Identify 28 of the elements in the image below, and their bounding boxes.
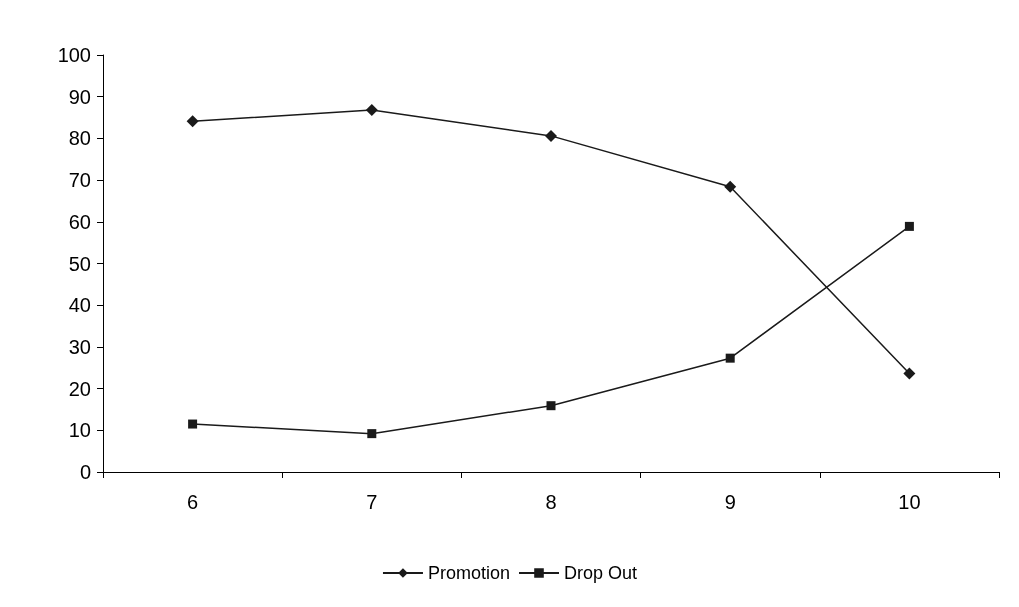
x-tick-label: 6: [187, 491, 199, 513]
point: [904, 221, 914, 231]
y-tick-label: 20: [68, 377, 91, 400]
point: [186, 115, 199, 128]
y-tick-label: 100: [57, 44, 91, 66]
point: [545, 129, 557, 142]
y-tick-label: 0: [79, 461, 91, 483]
point: [903, 367, 916, 380]
point: [365, 104, 378, 117]
y-tick-label: 40: [68, 294, 91, 317]
y-tick-label: 60: [68, 210, 91, 233]
y-tick-label: 90: [68, 85, 91, 108]
point: [724, 180, 737, 193]
y-tick-label: 10: [68, 419, 91, 442]
x-tick-label: 9: [724, 491, 736, 513]
y-tick-label: 30: [68, 335, 91, 358]
point: [725, 353, 735, 363]
point: [367, 429, 377, 439]
legend-label: Drop Out: [564, 563, 638, 583]
y-tick-label: 50: [68, 252, 91, 275]
y-tick-label: 80: [68, 127, 91, 150]
point: [546, 401, 556, 411]
x-tick-label: 7: [366, 491, 378, 513]
y-tick-label: 70: [68, 169, 91, 192]
legend-label: Promotion: [427, 563, 511, 583]
x-tick-label: 8: [545, 491, 557, 513]
x-tick-label: 10: [898, 491, 921, 513]
point: [188, 419, 198, 429]
